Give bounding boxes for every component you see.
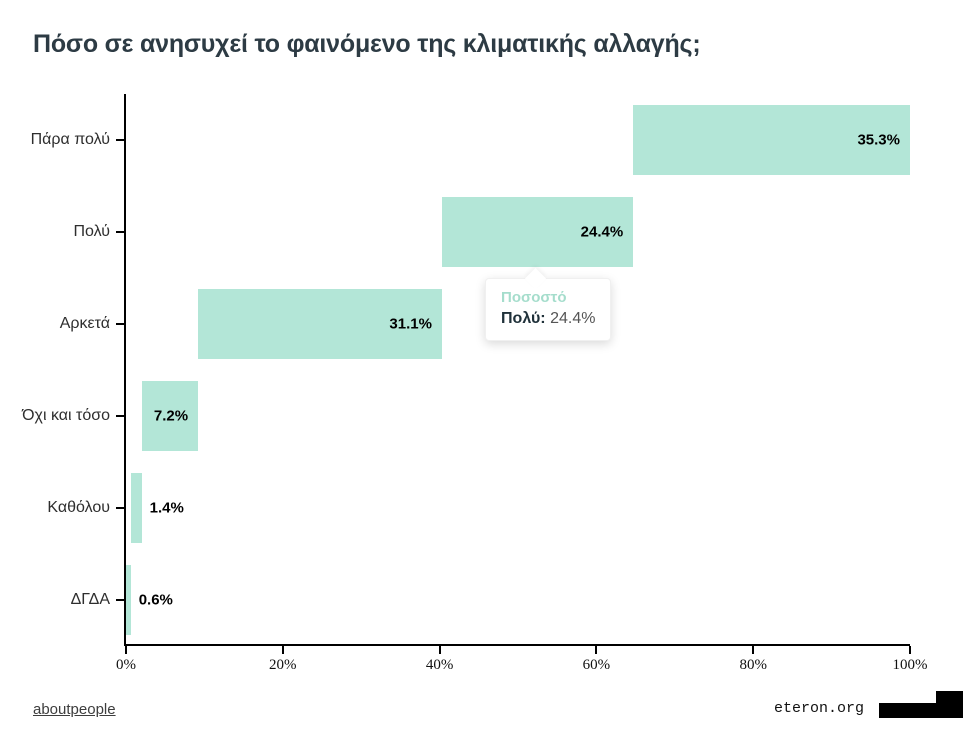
tooltip: Ποσοστό Πολύ: 24.4% — [485, 278, 612, 341]
category-label: Καθόλου — [47, 499, 110, 516]
bar-value-label: 0.6% — [138, 591, 173, 609]
x-tick-label: 100% — [892, 657, 928, 673]
category-label: Αρκετά — [59, 315, 110, 332]
category-label: ΔΓΔΑ — [70, 591, 110, 608]
category-label: Πάρα πολύ — [30, 131, 110, 148]
bar-value-label: 24.4% — [580, 223, 624, 241]
eteron-brand-link[interactable]: eteron.org — [774, 691, 963, 718]
bar-value-label: 7.2% — [153, 407, 189, 425]
tooltip-category: Πολύ: — [501, 310, 546, 327]
y-tick-mark — [116, 323, 124, 325]
x-tick-mark — [909, 646, 911, 654]
y-tick-mark — [116, 415, 124, 417]
x-tick-label: 40% — [425, 657, 454, 673]
x-tick-label: 20% — [269, 657, 297, 673]
tooltip-series-label: Ποσοστό — [501, 289, 567, 306]
plot-area: Ποσοστό Πολύ: 24.4% Πάρα πολύ 35.3% Πολύ 24… — [22, 94, 928, 673]
x-tick-mark — [438, 646, 441, 654]
category-label: Πολύ — [73, 223, 110, 240]
chart-bar[interactable]: 1.4% — [130, 473, 184, 543]
chart-bar[interactable]: 24.4% — [441, 197, 634, 267]
category-label: Όχι και τόσο — [22, 407, 110, 424]
bar-value-label: 1.4% — [149, 499, 184, 517]
x-tick-label: 80% — [739, 657, 767, 673]
x-tick-mark — [281, 646, 284, 654]
tooltip-row: Πολύ: 24.4% — [501, 310, 595, 328]
chart-bar[interactable]: 31.1% — [198, 289, 442, 359]
x-tick-mark — [752, 646, 755, 654]
x-tick-mark — [125, 646, 127, 654]
x-tick-mark — [595, 646, 598, 654]
eteron-logo-icon — [879, 691, 963, 718]
x-tick-label: 0% — [116, 657, 136, 673]
eteron-org-label: eteron.org — [773, 699, 864, 717]
y-tick-mark — [116, 507, 124, 509]
chart-bar[interactable]: 35.3% — [633, 105, 910, 175]
chart-title: Πόσο σε ανησυχεί το φαινόμενο της κλιματ… — [33, 30, 701, 58]
x-tick-label: 60% — [582, 657, 611, 673]
y-tick-mark — [116, 139, 124, 141]
chart-bar[interactable]: 7.2% — [141, 381, 199, 451]
y-tick-mark — [116, 599, 124, 601]
bar-value-label: 35.3% — [857, 131, 900, 149]
chart-bar[interactable]: 0.6% — [126, 565, 173, 635]
bar-value-label: 31.1% — [389, 315, 432, 333]
y-tick-mark — [116, 231, 124, 233]
tooltip-value: 24.4% — [550, 310, 596, 327]
aboutpeople-link[interactable]: aboutpeople — [33, 701, 116, 718]
